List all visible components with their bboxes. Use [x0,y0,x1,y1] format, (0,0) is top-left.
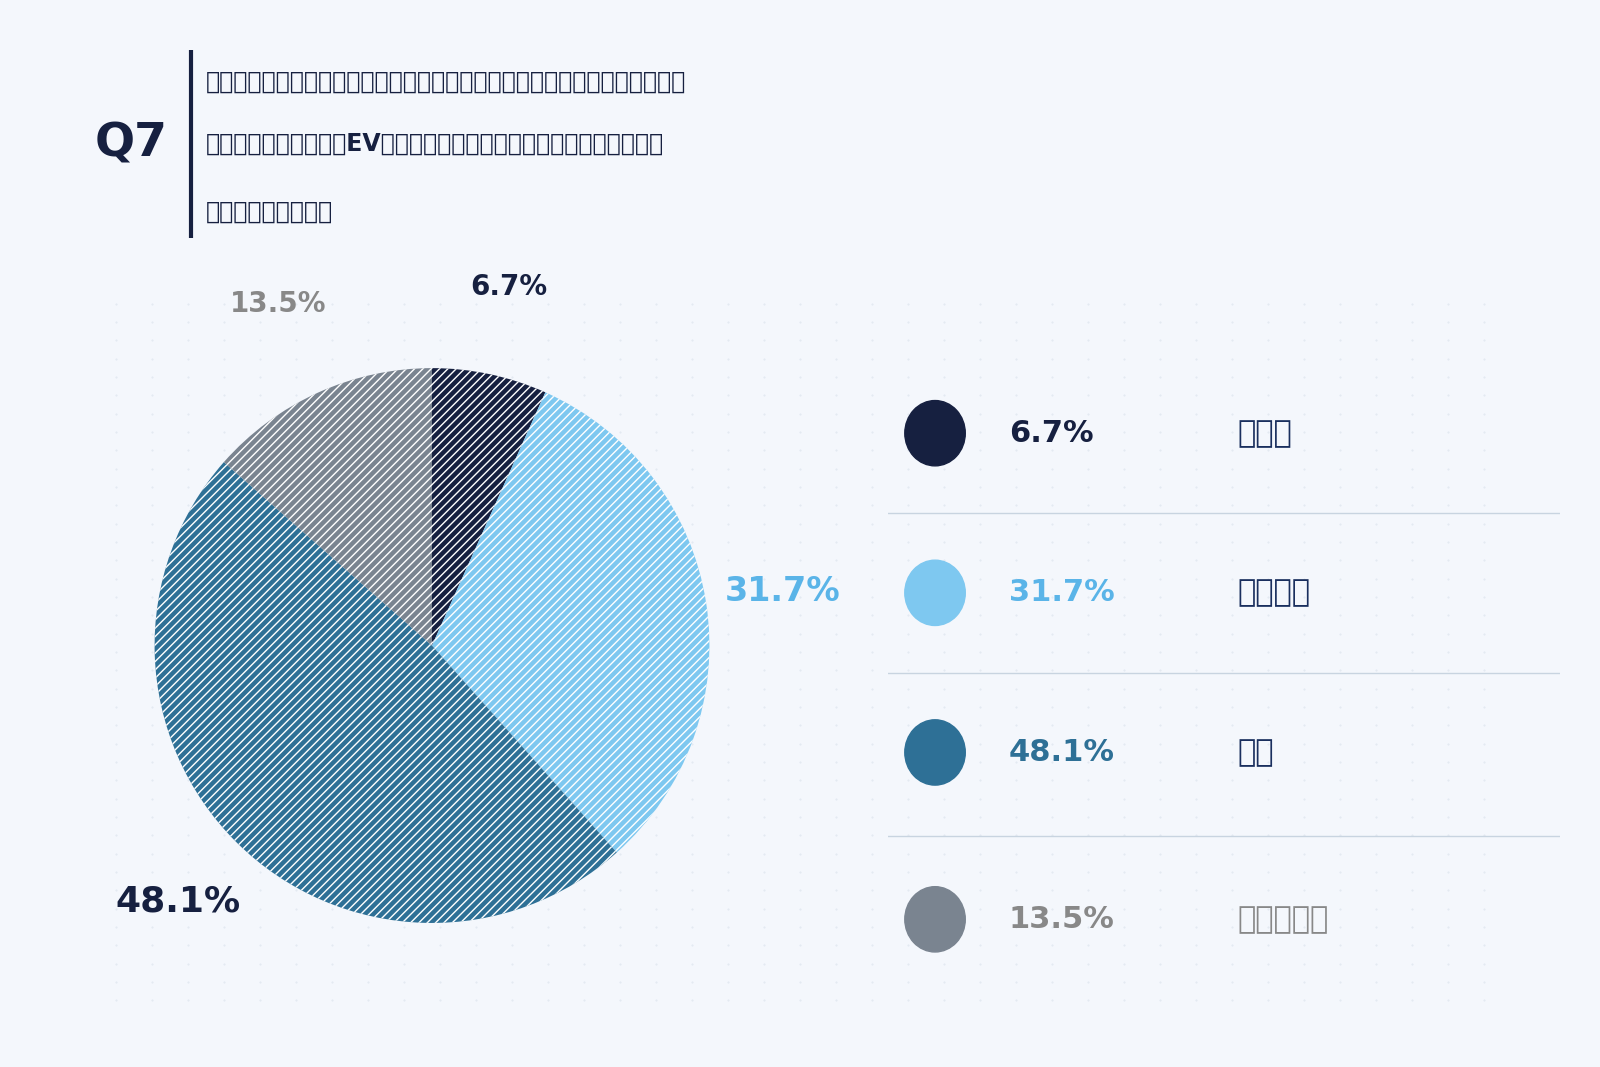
Wedge shape [155,462,616,923]
Text: 31.7%: 31.7% [725,575,840,607]
Text: 48.1%: 48.1% [1010,738,1115,767]
Wedge shape [432,368,546,646]
Text: 6.7%: 6.7% [1010,418,1093,448]
Text: いかがでしょうか。: いかがでしょうか。 [206,200,333,223]
Wedge shape [432,393,709,853]
Text: Q7: Q7 [94,122,168,166]
Text: 13.5%: 13.5% [1010,905,1115,934]
Text: 13.5%: 13.5% [230,290,326,318]
Text: 明るい: 明るい [1237,418,1293,448]
Text: 経過措置等・自動車のEV化等）の影響で保険業界の先行きに対しては: 経過措置等・自動車のEV化等）の影響で保険業界の先行きに対しては [206,132,664,156]
Circle shape [906,887,965,952]
Text: わからない: わからない [1237,905,1328,934]
Text: 暗い: 暗い [1237,738,1274,767]
Wedge shape [224,368,432,646]
Text: 6.7%: 6.7% [470,273,547,301]
Text: 48.1%: 48.1% [115,885,240,919]
Text: 法改正（生命保険業界のバレンタインショック・少額短期保険の保険金額の: 法改正（生命保険業界のバレンタインショック・少額短期保険の保険金額の [206,69,686,93]
Circle shape [906,400,965,466]
Text: 現状維持: 現状維持 [1237,578,1310,607]
Circle shape [906,560,965,625]
Text: 31.7%: 31.7% [1010,578,1115,607]
Circle shape [906,720,965,785]
